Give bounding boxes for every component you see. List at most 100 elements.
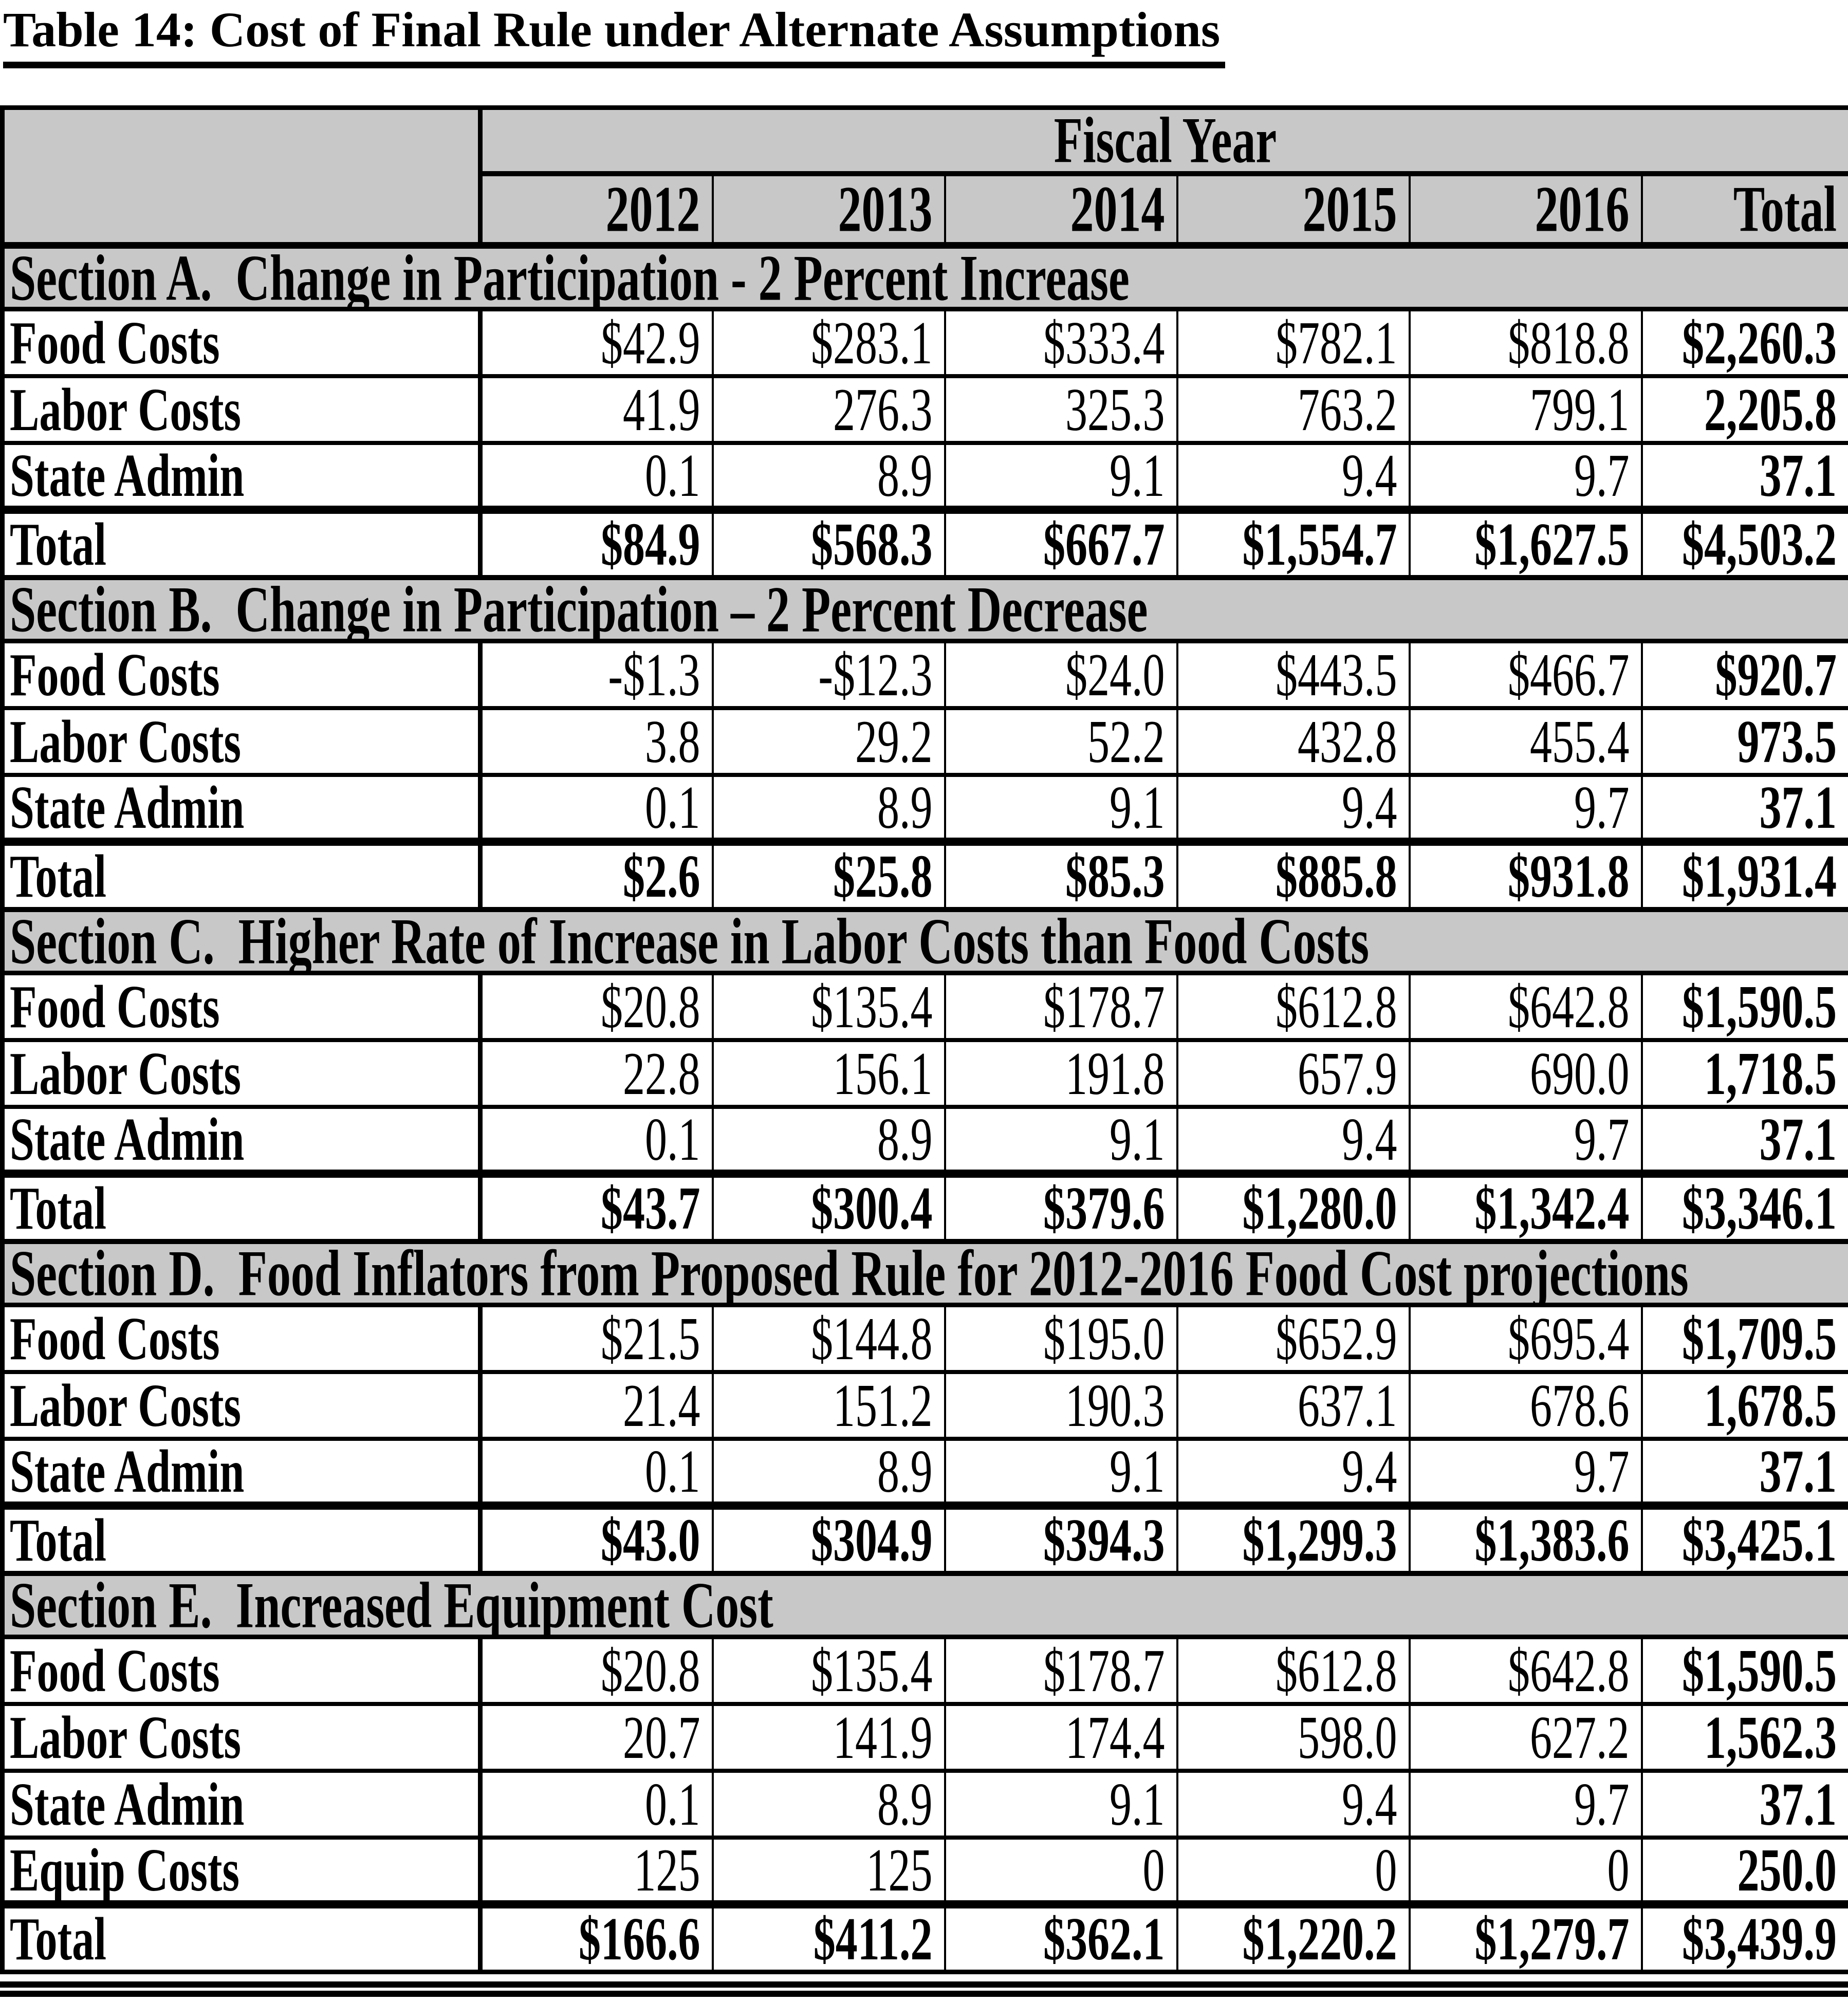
cell-value: $568.3 [711,505,945,578]
cell-value: $135.4 [711,1635,945,1704]
cell-value-text: 8.9 [877,1438,933,1505]
cell-value-text: 22.8 [623,1040,700,1107]
cell-value: 141.9 [711,1701,945,1771]
cell-value-text: 0.1 [645,442,700,509]
total-row: Total $2.6 $25.8 $85.3 $885.8 $931.8 $1,931.4 [2,837,1848,910]
cell-value: 690.0 [1408,1037,1642,1107]
section-title: Section D. Food Inflators from Proposed … [2,1238,1848,1307]
cell-value: 9.4 [1176,1104,1410,1174]
year-header-2014: 2014 [944,173,1177,249]
cell-value: 0.1 [479,772,713,842]
cell-value: 0 [1176,1835,1410,1904]
cell-value: $42.9 [479,307,713,376]
row-label: Equip Costs [2,1835,483,1904]
cell-value-text: $84.9 [601,510,700,578]
cell-value-text: $144.8 [811,1305,933,1372]
cell-value: $135.4 [711,971,945,1040]
cell-value: 37.1 [1640,1768,1848,1838]
cell-value: $1,590.5 [1640,1635,1848,1704]
table-title-text: Table 14: Cost of Final Rule under Alter… [3,2,1221,57]
cell-value-text: $568.3 [811,510,933,578]
cell-value-text: $21.5 [601,1305,700,1372]
row-label: Total [2,505,483,578]
row-label-text: Equip Costs [10,1837,239,1904]
cell-value: 3.8 [479,706,713,775]
cell-value-text: $1,554.7 [1242,510,1397,578]
section-header-row: Section E. Increased Equipment Cost [2,1570,1848,1639]
section-header-row: Section C. Higher Rate of Increase in La… [2,906,1848,975]
year-label: 2014 [1070,173,1165,246]
cell-value-text: 9.4 [1342,442,1397,509]
cell-value: $144.8 [711,1303,945,1372]
cell-value-text: 763.2 [1298,376,1397,443]
row-label: State Admin [2,440,483,510]
year-label: 2013 [838,173,933,246]
cell-value-text: $1,220.2 [1242,1904,1397,1972]
row-label-text: Labor Costs [10,1371,241,1439]
cell-value: 627.2 [1408,1701,1642,1771]
cell-value: $4,503.2 [1640,505,1848,578]
cell-value-text: 9.7 [1574,1438,1630,1505]
cell-value-text: 973.5 [1737,708,1837,775]
section-title-text: Section B. Change in Participation – 2 P… [10,577,1148,641]
years-row: 2012 2013 2014 2015 2016 Total [3,173,1848,249]
cell-value: 1,718.5 [1640,1037,1848,1107]
cell-value: $411.2 [711,1900,945,1972]
cell-value: 1,678.5 [1640,1369,1848,1439]
cell-value: $166.6 [479,1900,713,1972]
cell-value: $20.8 [479,1635,713,1704]
cell-value: $652.9 [1176,1303,1410,1372]
cell-value-text: 9.1 [1110,1770,1165,1838]
cell-value-text: 8.9 [877,774,933,841]
year-label: 2016 [1535,173,1630,246]
cell-value-text: 2,205.8 [1704,376,1837,443]
cell-value-text: $43.7 [601,1174,700,1241]
total-row: Total $166.6 $411.2 $362.1 $1,220.2 $1,279.7 $… [2,1900,1848,1972]
row-label-text: State Admin [10,1438,245,1505]
year-label: Total [1733,173,1837,246]
cell-value-text: $443.5 [1276,641,1397,708]
cell-value: $1,280.0 [1176,1169,1410,1241]
total-row: Total $43.7 $300.4 $379.6 $1,280.0 $1,342.4 $3… [2,1169,1848,1241]
year-header-2015: 2015 [1176,173,1410,249]
cell-value: 455.4 [1408,706,1642,775]
cell-value: 9.7 [1408,1768,1642,1838]
cell-value-text: $1,383.6 [1474,1506,1630,1573]
cell-value-text: 0 [1607,1837,1630,1904]
row-label-text: Total [10,510,106,578]
fiscal-year-row: Fiscal Year [2,107,1848,249]
cell-value-text: 9.7 [1574,442,1630,509]
cell-value: $300.4 [711,1169,945,1241]
table-row: Food Costs $21.5 $144.8 $195.0 $652.9 $695.4 $… [2,1303,1848,1372]
section-title-text: Section A. Change in Participation - 2 P… [10,245,1130,309]
cell-value-text: 0 [1375,1837,1397,1904]
table-row: State Admin 0.1 8.9 9.1 9.4 9.7 37.1 [2,1768,1848,1838]
cell-value-text: 1,678.5 [1704,1371,1837,1439]
row-label: Labor Costs [2,1701,483,1771]
cell-value-text: 37.1 [1759,442,1837,509]
cell-value-text: 637.1 [1298,1371,1397,1439]
cell-value: $931.8 [1408,837,1642,910]
row-label: Total [2,837,483,910]
cell-value-text: $394.3 [1043,1506,1165,1573]
table-row: Labor Costs 3.8 29.2 52.2 432.8 455.4 973.5 [2,706,1848,775]
year-header-2013: 2013 [711,173,945,249]
cell-value-text: $1,709.5 [1682,1305,1837,1372]
cell-value: 678.6 [1408,1369,1642,1439]
cell-value: $3,425.1 [1640,1501,1848,1573]
cell-value-text: 37.1 [1759,1770,1837,1838]
row-label-text: Labor Costs [10,376,241,443]
cell-value-text: $135.4 [811,973,933,1040]
cell-value-text: $411.2 [813,1904,933,1972]
cell-value: $920.7 [1640,639,1848,708]
cell-value: 9.4 [1176,1768,1410,1838]
cell-value-text: $885.8 [1276,842,1397,910]
cell-value: $612.8 [1176,971,1410,1040]
fiscal-year-header: Fiscal Year [480,107,1848,176]
cell-value-text: 9.1 [1110,774,1165,841]
cost-table: Fiscal Year 2012 2013 2014 2015 2016 Tot… [0,105,1848,1974]
cell-value: 973.5 [1640,706,1848,775]
table-row: Food Costs $20.8 $135.4 $178.7 $612.8 $642.8 $… [2,1635,1848,1704]
cell-value-text: 8.9 [877,1770,933,1838]
row-label: Labor Costs [2,374,483,443]
